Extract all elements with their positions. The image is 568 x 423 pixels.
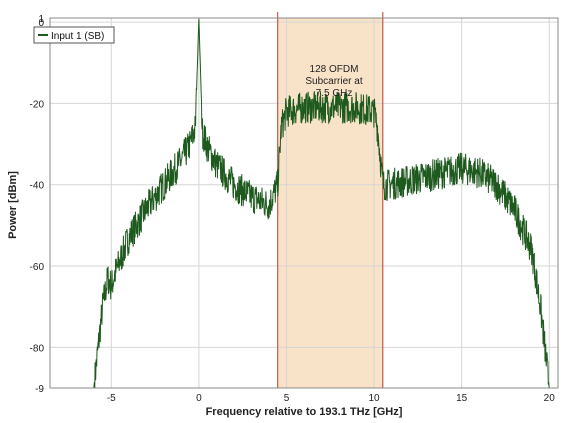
x-tick-label: 0 [196, 393, 202, 404]
legend: Input 1 (SB) [33, 26, 115, 44]
x-tick-label: 10 [369, 393, 381, 404]
band-annotation: 128 OFDM Subcarrier at 7.5 GHz [305, 64, 362, 99]
x-axis-title: Frequency relative to 193.1 THz [GHz] [206, 406, 403, 418]
x-tick-label: 15 [456, 393, 468, 404]
annotation-line-1: 128 OFDM [310, 64, 359, 75]
y-axis-title: Power [dBm] [7, 171, 19, 239]
y-top-label: 1 [38, 14, 44, 25]
plot-frame [49, 17, 559, 389]
annotation-line-2: Subcarrier at [305, 76, 362, 87]
y-tick-label: -20 [30, 99, 45, 110]
y-tick-label: 0 [38, 18, 44, 29]
spectrum-trace [93, 18, 550, 389]
legend-box [33, 26, 115, 44]
annotation-line-3: 7.5 GHz [316, 88, 353, 99]
ofdm-band [277, 18, 383, 388]
y-axis-ticks: 0 -20 -40 -60 -80 [30, 18, 45, 354]
y-bottom-label: -9 [35, 384, 44, 395]
x-tick-label: 5 [284, 393, 290, 404]
y-tick-label: -80 [30, 343, 45, 354]
x-tick-label: 20 [544, 393, 556, 404]
x-tick-label: -5 [107, 393, 116, 404]
x-axis-ticks: -5 0 5 10 15 20 [107, 393, 555, 404]
y-tick-label: -40 [30, 181, 45, 192]
y-tick-label: -60 [30, 262, 45, 273]
legend-label: Input 1 (SB) [51, 31, 104, 42]
